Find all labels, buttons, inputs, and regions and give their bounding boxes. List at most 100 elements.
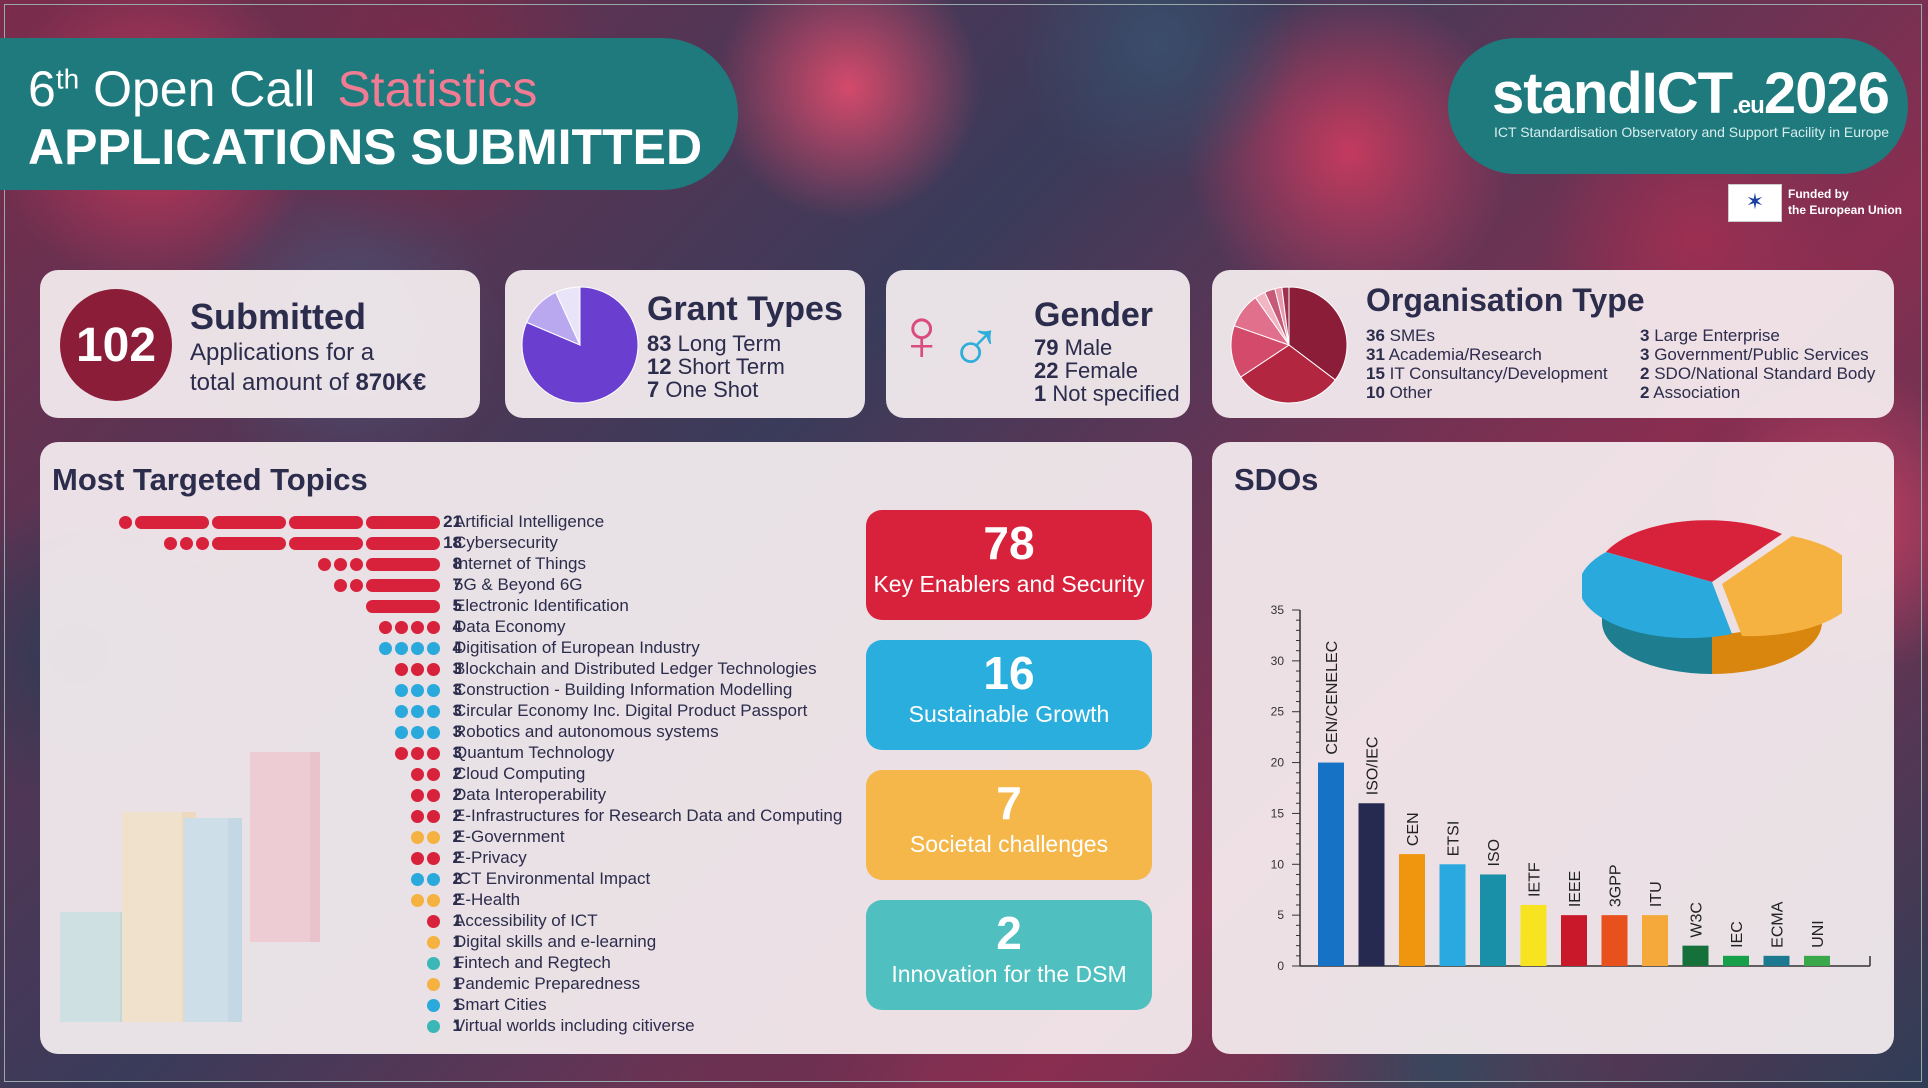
topic-label: Cybersecurity [454,533,558,552]
grant-type-label: Short Term [677,354,785,379]
topic-count: 1 [452,974,462,993]
pie-slice [1288,286,1348,381]
topic-dots [427,915,440,929]
org-row: 10 Other [1366,383,1608,402]
topic-dot [411,663,424,676]
topic-count: 21 [443,512,462,531]
pie-slice [1281,286,1290,346]
topic-dots [427,978,440,992]
topic-row: 3 Blockchain and Distributed Ledger Techn… [40,659,890,680]
topic-label: Fintech and Regtech [454,953,611,972]
pie-slice [1230,325,1291,378]
topic-count: 4 [452,638,462,657]
topic-dot [427,684,440,697]
y-tick-label: 0 [1277,959,1284,973]
topic-label: Blockchain and Distributed Ledger Techno… [454,659,817,678]
topic-row: 2 E-Privacy [40,848,890,869]
topic-label: Data Interoperability [454,785,607,804]
bar-w3c [1682,945,1709,966]
grant-type-label: Long Term [677,331,782,356]
topic-dot [427,621,440,634]
topic-bar [212,516,286,529]
org-label: Academia/Research [1388,345,1542,364]
bar-label: ITU [1648,881,1665,907]
topic-dot [427,978,440,991]
topic-dot [350,558,363,571]
org-label: Large Enterprise [1654,326,1780,345]
topic-bar [366,516,440,529]
bar-iec [1723,955,1749,966]
topic-dot [379,642,392,655]
topic-count: 3 [452,743,462,762]
y-tick-label: 35 [1271,603,1285,617]
logo-tagline: ICT Standardisation Observatory and Supp… [1494,124,1890,140]
topic-dot [395,726,408,739]
gender-count: 1 [1034,381,1047,406]
pie-slice [1606,520,1782,582]
topic-dots [411,894,440,908]
submitted-count: 102 [60,289,172,401]
topic-dot [164,537,177,550]
topic-dots [427,1020,440,1034]
grant-types-heading: Grant Types [647,290,843,328]
grant-type-row: 7 One Shot [647,378,785,401]
org-row: 2 SDO/National Standard Body [1640,364,1875,383]
topic-count: 3 [452,701,462,720]
topic-row: 2 E-Government [40,827,890,848]
topic-bar [135,516,209,529]
topic-dots [366,600,440,614]
gender-label: Male [1064,335,1113,360]
category-box-innovation-dsm: 2 Innovation for the DSM [866,900,1152,1010]
bar-cen-cenelec [1318,762,1344,966]
topic-dot [411,621,424,634]
y-tick-label: 10 [1271,857,1285,871]
topic-dot [395,684,408,697]
topic-dot [427,768,440,781]
pie-slice [1239,344,1336,404]
bar-label: ECMA [1770,901,1787,948]
topic-count: 1 [452,932,462,951]
topic-label: Digitisation of European Industry [454,638,700,657]
topic-dots [395,705,440,719]
topic-bar [366,600,440,613]
topic-dot [427,915,440,928]
bar-label: CEN/CENELEC [1324,641,1341,755]
topic-row: 1 Smart Cities [40,995,890,1016]
topic-dot [427,873,440,886]
topic-dot [411,831,424,844]
topic-dot [427,747,440,760]
topic-dot [318,558,331,571]
org-count: 3 [1640,345,1650,364]
topic-dots [395,747,440,761]
topic-count: 2 [452,890,462,909]
organisation-type-pie [1230,286,1348,404]
page-subtitle: APPLICATIONS SUBMITTED [28,119,703,175]
bar-ecma [1763,955,1790,966]
y-tick-label: 25 [1271,705,1285,719]
topic-dots [119,516,440,530]
category-label: Innovation for the DSM [891,961,1127,987]
topic-row: 3 Construction - Building Information Mod… [40,680,890,701]
topic-dots [427,936,440,950]
topic-count: 2 [452,827,462,846]
topic-dot [395,747,408,760]
topic-label: Accessibility of ICT [454,911,598,930]
topic-dots [395,663,440,677]
org-label: SDO/National Standard Body [1654,364,1876,383]
org-label: Other [1389,383,1433,402]
topic-dot [427,1020,440,1033]
org-label: Government/Public Services [1654,345,1869,364]
gender-label: Female [1064,358,1138,383]
org-count: 2 [1640,383,1650,402]
gender-count: 79 [1034,335,1059,360]
topic-bar [289,516,363,529]
org-count: 3 [1640,326,1650,345]
topic-label: Artificial Intelligence [454,512,605,531]
org-count: 10 [1366,383,1385,402]
page-title: 6th Open Call Statistics [28,60,537,118]
bar-label: ETSI [1446,821,1463,857]
topic-count: 2 [452,806,462,825]
topic-dots [395,684,440,698]
category-count: 2 [996,907,1022,959]
topic-dots [427,957,440,971]
